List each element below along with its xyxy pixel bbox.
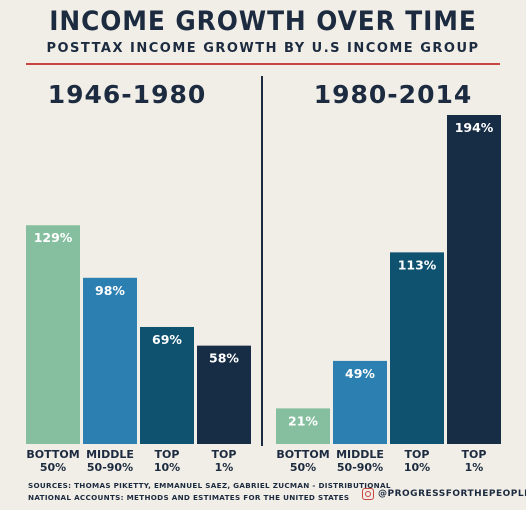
category-label-1980-2014-2-0: TOP [405, 448, 430, 461]
category-label-1980-2014-0-1: 50% [290, 461, 316, 474]
bar-1980-2014-3 [447, 115, 501, 444]
category-label-1980-2014-1-0: MIDDLE [336, 448, 384, 461]
bar-1946-1980-1 [83, 277, 137, 444]
income-growth-chart: 129%BOTTOM50%98%MIDDLE50-90%69%TOP10%58%… [26, 115, 501, 474]
panel-divider [261, 76, 263, 446]
data-label-1980-2014-0: 21% [288, 413, 318, 428]
data-label-1980-2014-2: 113% [398, 257, 437, 272]
page-title: INCOME GROWTH OVER TIME [49, 6, 477, 37]
category-label-1946-1980-1-1: 50-90% [87, 461, 133, 474]
social-handle-text: @PROGRESSFORTHEPEOPLE [378, 489, 526, 499]
category-label-1946-1980-3-0: TOP [212, 448, 237, 461]
bar-1946-1980-2 [140, 326, 194, 444]
category-label-1946-1980-0-1: 50% [40, 461, 66, 474]
social-handle: @PROGRESSFORTHEPEOPLE [362, 488, 526, 500]
data-label-1946-1980-0: 129% [34, 230, 73, 245]
instagram-icon [362, 488, 374, 500]
sources-line-2: NATIONAL ACCOUNTS: METHODS AND ESTIMATES… [28, 493, 350, 502]
data-label-1980-2014-1: 49% [345, 366, 375, 381]
title-divider [26, 63, 500, 65]
category-label-1946-1980-3-1: 1% [215, 461, 234, 474]
bar-1980-2014-2 [390, 252, 444, 444]
bar-1946-1980-3 [197, 345, 251, 444]
data-label-1946-1980-1: 98% [95, 283, 125, 298]
category-label-1980-2014-3-1: 1% [465, 461, 484, 474]
category-label-1946-1980-0-0: BOTTOM [26, 448, 79, 461]
category-label-1980-2014-3-0: TOP [462, 448, 487, 461]
category-label-1980-2014-2-1: 10% [404, 461, 430, 474]
sources-note: SOURCES: THOMAS PIKETTY, EMMANUEL SAEZ, … [28, 480, 391, 504]
category-label-1946-1980-2-1: 10% [154, 461, 180, 474]
category-label-1980-2014-0-0: BOTTOM [276, 448, 329, 461]
data-label-1946-1980-3: 58% [209, 351, 239, 366]
sources-line-1: SOURCES: THOMAS PIKETTY, EMMANUEL SAEZ, … [28, 481, 391, 490]
category-label-1980-2014-1-1: 50-90% [337, 461, 383, 474]
data-label-1980-2014-3: 194% [455, 120, 494, 135]
category-label-1946-1980-2-0: TOP [155, 448, 180, 461]
page-subtitle: POSTTAX INCOME GROWTH BY U.S INCOME GROU… [46, 41, 480, 56]
bar-1946-1980-0 [26, 225, 80, 444]
period-label-1980-2014: 1980-2014 [313, 80, 473, 109]
period-label-1946-1980: 1946-1980 [47, 80, 207, 109]
category-label-1946-1980-1-0: MIDDLE [86, 448, 134, 461]
bar-1980-2014-0 [276, 408, 330, 444]
bar-1980-2014-1 [333, 360, 387, 444]
data-label-1946-1980-2: 69% [152, 332, 182, 347]
